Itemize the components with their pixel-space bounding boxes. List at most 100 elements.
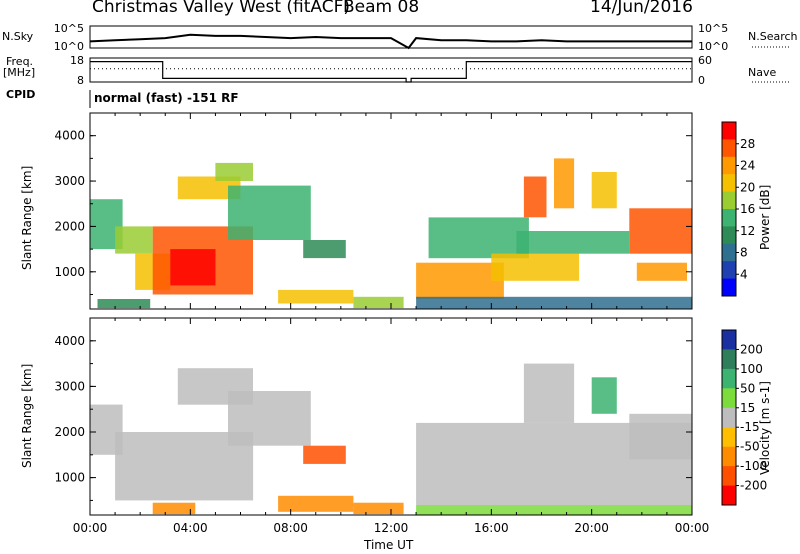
power-colorbar-swatch [722,243,736,262]
freq-label: Freq. [6,55,34,68]
power-region [177,176,241,200]
date-label: 14/Jun/2016 [590,0,693,17]
power-region [554,158,575,209]
velocity-colorbar-tick-label: 50 [740,381,755,395]
velocity-region [523,363,575,423]
velocity-colorbar-swatch [722,368,736,389]
power-region [591,172,617,209]
velocity-region [152,502,196,515]
beam-label: Beam 08 [343,0,420,17]
power-region [170,249,216,286]
power-colorbar-tick-label: 4 [740,267,748,281]
nave-tick-top: 60 [698,54,712,67]
nave-label: Nave [748,66,777,79]
power-region [303,240,346,259]
velocity-region [228,391,311,446]
velocity-colorbar-swatch [722,388,736,409]
nsearch-tick-top: 10^5 [698,22,728,35]
velocity-colorbar-swatch [722,485,736,506]
power-region [416,262,504,299]
cpid-label: CPID [6,88,36,101]
velocity-colorbar-tick-label: 100 [740,362,763,376]
velocity-colorbar-tick-label: -100 [740,459,767,473]
power-ytick-label: 2000 [54,219,85,233]
velocity-region [303,445,346,464]
velocity-region [591,377,617,414]
velocity-colorbar-tick-label: -200 [740,479,767,493]
x-axis-label: Time UT [364,538,414,552]
power-ytick-label: 3000 [54,174,85,188]
nsearch-label: N.Search [748,30,798,43]
power-colorbar-tick-label: 8 [740,246,748,260]
power-colorbar-swatch [722,278,736,297]
nsky-frame [89,25,693,49]
x-tick-label: 08:00 [273,521,308,535]
power-colorbar-tick-label: 20 [740,180,755,194]
power-region [523,176,547,218]
nsky-line [89,33,692,50]
x-tick-label: 00:00 [675,521,710,535]
freq-tick-top: 18 [70,54,84,67]
velocity-colorbar-swatch [722,349,736,370]
velocity-colorbar-swatch [722,407,736,428]
velocity-ytick-label: 1000 [54,471,85,485]
station-title: Christmas Valley West (fitACF) [92,0,351,17]
power-region [629,208,692,254]
velocity-colorbar-frame [721,329,737,506]
power-region [97,299,151,309]
x-tick-label: 16:00 [474,521,509,535]
x-tick-label: 00:00 [73,521,108,535]
power-colorbar-swatch [722,139,736,158]
freq-unit-label: [MHz] [3,66,36,79]
power-ytick-label: 4000 [54,129,85,143]
velocity-ytick-label: 4000 [54,334,85,348]
power-region [428,217,529,259]
power-ytick-label: 1000 [54,265,85,279]
power-colorbar-swatch [722,174,736,193]
power-region [353,296,404,309]
nsearch-tick-bottom: 10^0 [698,40,728,53]
nsky-tick-bottom: 10^0 [54,40,84,53]
power-region [491,253,580,281]
velocity-region [278,495,354,512]
freq-frame [89,57,693,83]
power-colorbar-swatch [722,191,736,210]
power-region [278,289,354,304]
x-tick-label: 12:00 [374,521,409,535]
power-colorbar-tick-label: 28 [740,137,755,151]
velocity-region [416,505,692,515]
power-colorbar-swatch [722,209,736,227]
velocity-ytick-label: 2000 [54,425,85,439]
velocity-region [629,413,692,460]
velocity-colorbar-tick-label: -50 [740,440,760,454]
power-region [516,231,630,254]
power-colorbar-swatch [722,122,736,140]
power-colorbar-tick-label: 24 [740,159,755,173]
power-colorbar-tick-label: 12 [740,224,755,238]
power-region [228,185,311,240]
power-region [636,262,687,281]
x-tick-label: 20:00 [574,521,609,535]
velocity-ytick-label: 3000 [54,379,85,393]
x-tick-label: 04:00 [173,521,208,535]
power-colorbar-tick-label: 16 [740,202,755,216]
velocity-colorbar-tick-label: 200 [740,342,763,356]
velocity-colorbar-tick-label: 15 [740,401,755,415]
power-colorbar-swatch [722,156,736,175]
nsky-tick-top: 10^5 [54,22,84,35]
power-region [416,296,692,310]
freq-tick-bottom: 8 [77,74,84,87]
nave-tick-bottom: 0 [698,74,705,87]
cpid-text: normal (fast) -151 RF [94,91,239,105]
velocity-colorbar-swatch [722,446,736,467]
freq-line [90,61,692,83]
power-region [115,226,153,254]
power-colorbar-swatch [722,226,736,245]
velocity-colorbar-tick-label: -15 [740,420,760,434]
velocity-colorbar-swatch [722,466,736,486]
velocity-colorbar-swatch [722,330,736,350]
velocity-colorbar-swatch [722,427,736,448]
power-colorbar-swatch [722,261,736,280]
power-region [215,162,253,181]
